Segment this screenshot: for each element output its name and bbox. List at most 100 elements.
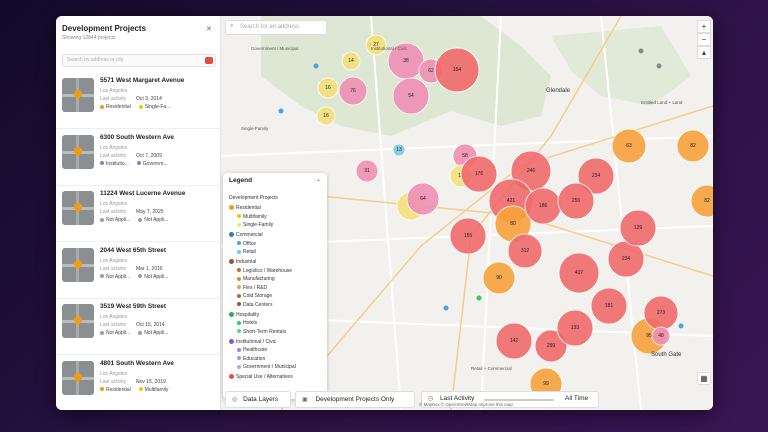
project-cluster[interactable] [406,182,440,216]
project-point[interactable] [443,305,449,311]
project-cluster[interactable] [507,233,543,269]
legend-group[interactable]: Hospitality [229,312,259,318]
project-cluster[interactable] [316,106,336,126]
legend-group[interactable]: Special Use / Alternatives [229,374,293,380]
project-cluster[interactable] [392,77,430,115]
legend-group-label: Institutional / Civic [236,338,277,345]
last-activity-control[interactable]: ◷ Last Activity All Time [421,391,599,408]
legend-swatch [237,347,241,352]
cluster-count: 82 [704,198,710,204]
cluster-count: 437 [575,270,584,276]
legend-item[interactable]: Healthcare [237,347,267,353]
tag-dot [138,274,143,279]
project-cluster[interactable] [365,34,387,56]
zoom-out-button[interactable]: − [697,33,711,46]
project-cluster[interactable] [557,182,595,220]
search-icon: ⌕ [230,23,234,29]
project-point[interactable] [476,295,482,301]
project-thumbnail [62,304,94,338]
project-card[interactable]: 6300 South Western Ave Los Angeles Last ac… [56,129,220,186]
project-card[interactable]: 2044 West 65th Street Los Angeles Last act… [56,242,220,299]
dev-only-button[interactable]: ▣ Development Projects Only [295,391,415,408]
project-cluster[interactable] [534,329,568,363]
legend-item-label: Cold Storage [243,293,273,299]
project-cluster[interactable] [341,51,361,71]
project-card[interactable]: 5571 West Margaret Avenue Los Angeles Last… [56,72,220,129]
tag-secondary: Governm... [142,160,168,167]
tag-secondary: Single-Fa... [144,104,171,110]
project-point[interactable] [656,63,662,69]
project-cluster[interactable] [355,159,379,183]
legend-group[interactable]: Commercial [229,232,263,238]
cluster-count: 62 [428,68,434,74]
project-cluster[interactable] [556,309,594,347]
legend-group[interactable]: Industrial [229,259,256,265]
project-cluster[interactable] [495,322,533,360]
data-layers-button[interactable]: ◎ Data Layers [225,391,291,408]
project-cluster[interactable] [317,77,339,99]
project-cluster[interactable] [392,143,406,157]
building-icon: ▣ [302,397,308,403]
legend-item[interactable]: Government / Municipal [237,364,296,370]
layers-toggle-icon[interactable]: ▦ [697,372,711,385]
legend-group[interactable]: Residential [229,205,261,211]
project-point[interactable] [678,323,684,329]
legend-swatch [237,285,241,290]
legend-item[interactable]: Single-Family [237,222,273,228]
project-cluster[interactable] [558,252,600,294]
legend-item[interactable]: Hotels [237,320,257,326]
project-cluster[interactable] [619,209,657,247]
legend-item[interactable]: Multifamily [237,214,267,220]
legend-swatch [229,205,234,211]
map-canvas[interactable]: 1627143854621676154135812311764246176421… [221,16,713,410]
legend-item[interactable]: Office [237,241,256,247]
compass-button[interactable]: ▴ [697,46,711,59]
legend-item[interactable]: Data Centers [237,302,272,308]
legend-item[interactable]: Cold Storage [237,293,272,299]
project-card[interactable]: 3519 West 59th Street Los Angeles Last act… [56,298,220,355]
project-cluster[interactable] [434,47,480,93]
project-point[interactable] [638,48,644,54]
project-cluster[interactable] [460,155,498,193]
project-cluster[interactable] [482,261,516,295]
chevron-down-icon[interactable]: ⌄ [316,177,322,183]
data-layers-label: Data Layers [243,396,279,403]
project-card[interactable]: 4801 South Western Ave Los Angeles Last ac… [56,355,220,411]
cluster-count: 82 [690,143,696,149]
project-point[interactable] [313,63,319,69]
legend-item-label: Data Centers [243,301,273,308]
project-cluster[interactable] [676,129,710,163]
project-cluster[interactable] [651,326,671,346]
project-city: Los Angeles [100,314,128,320]
project-cluster[interactable] [338,76,368,106]
project-cluster[interactable] [577,157,615,195]
time-slider[interactable] [484,399,554,401]
close-icon[interactable]: ✕ [206,26,212,33]
project-cluster[interactable] [690,184,713,218]
legend-swatch [237,249,241,254]
search-go-icon[interactable] [205,57,213,64]
legend-item[interactable]: Manufacturing [237,276,275,282]
project-cluster[interactable] [590,287,628,325]
project-point[interactable] [278,108,284,114]
tag-primary: Not Appli... [106,217,131,223]
legend-item[interactable]: Flex / R&D [237,285,267,291]
cluster-count: 129 [634,225,643,231]
map-label-retail: Retail + Commercial [471,366,512,371]
legend-group[interactable]: Institutional / Civic [229,339,276,345]
legend-swatch [237,214,241,219]
last-activity-date: Nov 15, 2019 [136,378,166,385]
zoom-in-button[interactable]: + [697,20,711,33]
legend-item[interactable]: Logistics / Warehouse [237,268,292,274]
legend-item[interactable]: Retail [237,249,256,255]
project-cluster[interactable] [611,128,647,164]
map-search-input[interactable]: ⌕ Search for an address [225,20,327,35]
project-card[interactable]: 11224 West Lucerne Avenue Los Angeles Last… [56,185,220,242]
cluster-count: 133 [571,325,580,331]
legend-item[interactable]: Education [237,356,265,362]
legend-item[interactable]: Short-Term Rentals [237,329,286,335]
project-cluster[interactable] [449,217,487,255]
last-activity-date: Oct 3, 2014 [136,96,162,102]
sidebar-search-input[interactable]: Search by address or city [62,54,216,67]
location-pin-icon [72,314,84,326]
